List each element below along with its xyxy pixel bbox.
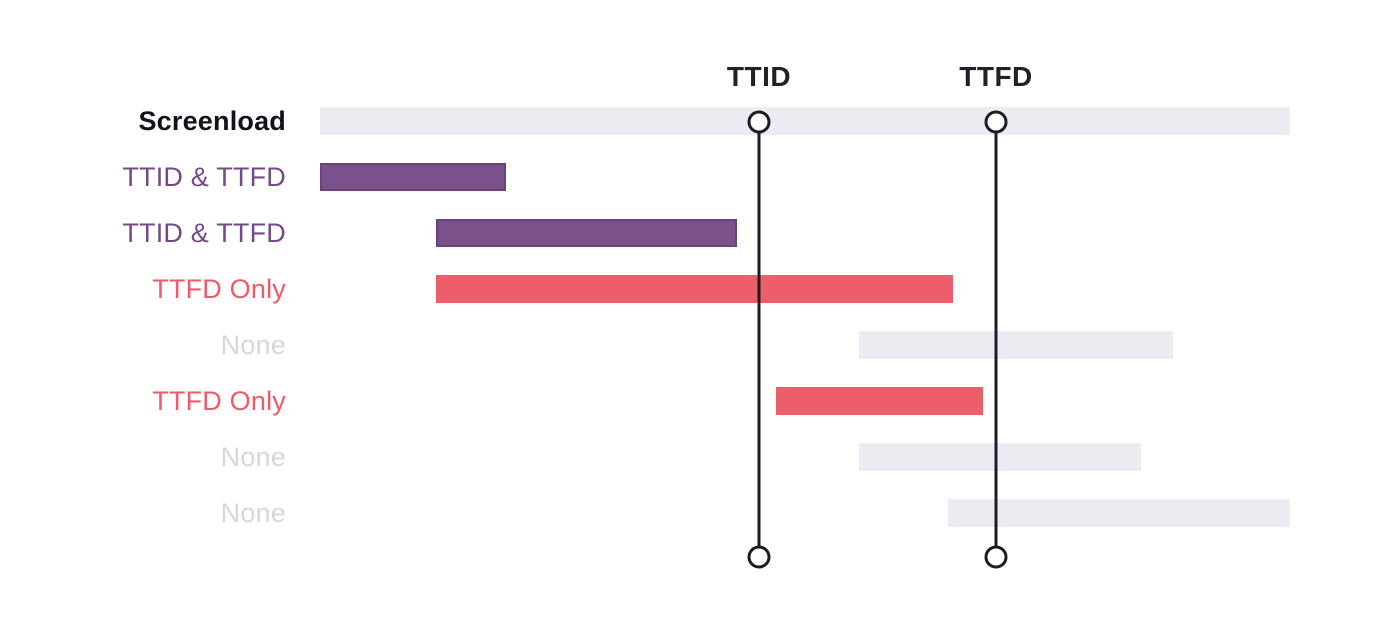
ttid-marker-top-circle [747,110,771,134]
span-bar-ttid-and-ttfd [436,219,737,247]
row-label-none: None [220,498,286,528]
row-label-none: None [220,330,286,360]
timeline-row-ttfd-only: TTFD Only [0,387,1400,415]
row-label-none: None [220,442,286,472]
span-bar-ttfd-only [776,387,983,415]
span-bar-screenload [320,107,1290,135]
ttfd-marker-label: TTFD [959,61,1033,92]
ttfd-marker-bottom-circle [984,545,1008,569]
timeline-row-ttid-and-ttfd: TTID & TTFD [0,163,1400,191]
row-label-ttfd-only: TTFD Only [152,274,286,304]
timeline-row-screenload: Screenload [0,107,1400,135]
row-label-screenload: Screenload [138,106,286,136]
span-bar-ttfd-only [436,275,953,303]
ttfd-marker-top-circle [984,110,1008,134]
span-bar-ttid-and-ttfd [320,163,506,191]
ttid-marker-label: TTID [726,61,792,92]
ttid-marker-bottom-circle [747,545,771,569]
timeline-row-none: None [0,499,1400,527]
span-bar-none [859,331,1173,359]
row-label-ttid-and-ttfd: TTID & TTFD [122,218,286,248]
timeline-row-none: None [0,331,1400,359]
timeline-row-ttfd-only: TTFD Only [0,275,1400,303]
row-label-ttfd-only: TTFD Only [152,386,286,416]
timeline-row-ttid-and-ttfd: TTID & TTFD [0,219,1400,247]
timeline-row-none: None [0,443,1400,471]
span-bar-none [948,499,1290,527]
row-label-ttid-and-ttfd: TTID & TTFD [122,162,286,192]
span-bar-none [859,443,1141,471]
